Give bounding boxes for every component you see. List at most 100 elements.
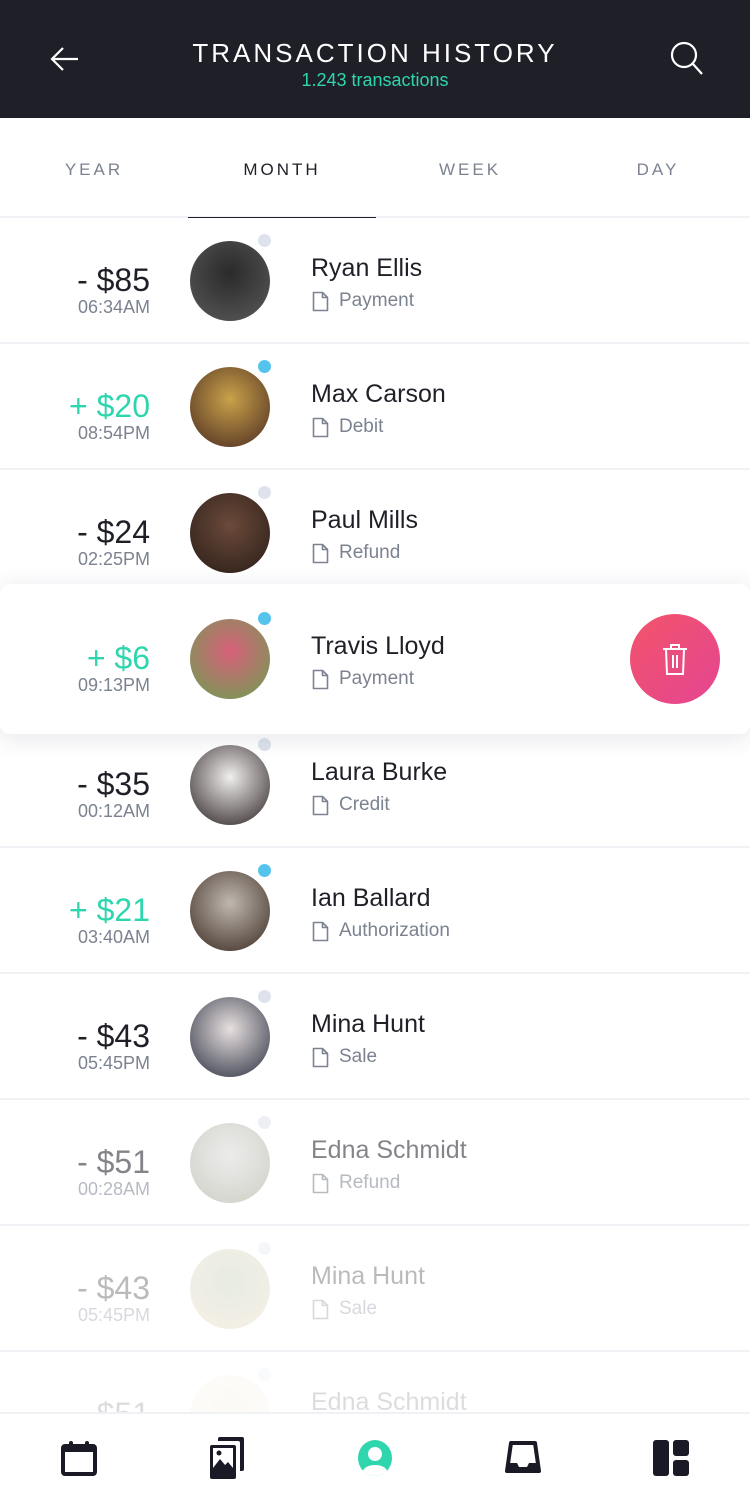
time: 08:54PM: [77, 423, 150, 443]
time: 03:40AM: [77, 927, 150, 947]
transaction-count: 1.243 transactions: [301, 70, 449, 90]
document-icon: [312, 1173, 329, 1193]
document-icon: [312, 291, 329, 311]
nav-calendar[interactable]: [4, 1414, 154, 1502]
avatar: [190, 619, 270, 699]
contact-name: Mina Hunt: [311, 1262, 425, 1290]
gallery-icon: [210, 1437, 244, 1479]
status-dot: [258, 1116, 271, 1129]
contact-name: Edna Schmidt: [311, 1136, 467, 1164]
document-icon: [312, 417, 329, 437]
tab-year[interactable]: YEAR: [64, 160, 124, 179]
time: 05:45PM: [77, 1305, 150, 1325]
document-icon: [312, 669, 329, 689]
contact-name: Ryan Ellis: [311, 254, 423, 282]
time: 05:45PM: [77, 1053, 150, 1073]
document-icon: [312, 543, 329, 563]
bottom-nav: [0, 1412, 750, 1500]
nav-profile[interactable]: [300, 1414, 450, 1502]
contact-name: Edna Schmidt: [311, 1388, 467, 1416]
page-title: TRANSACTION HISTORY: [192, 38, 558, 68]
transaction-row[interactable]: - $35 00:12AM Laura Burke Credit: [0, 722, 750, 848]
status-dot: [258, 990, 271, 1003]
tab-month[interactable]: MONTH: [188, 118, 376, 220]
amount: + $21: [69, 892, 150, 928]
time: 00:28AM: [77, 1179, 150, 1199]
status-dot: [258, 234, 271, 247]
contact-name: Laura Burke: [311, 758, 448, 786]
nav-gallery[interactable]: [152, 1414, 302, 1502]
contact-name: Max Carson: [311, 380, 446, 408]
amount: - $85: [77, 262, 150, 298]
user-icon: [358, 1440, 392, 1476]
nav-dashboard[interactable]: [596, 1414, 746, 1502]
transaction-type: Refund: [312, 542, 400, 564]
transaction-type: Debit: [312, 416, 383, 438]
type-label: Payment: [339, 290, 414, 311]
transaction-row[interactable]: + $21 03:40AM Ian Ballard Authorization: [0, 848, 750, 974]
contact-name: Mina Hunt: [311, 1010, 425, 1038]
dashboard-icon: [653, 1440, 689, 1476]
transaction-row[interactable]: - $43 05:45PM Mina Hunt Sale: [0, 1226, 750, 1352]
time: 09:13PM: [77, 675, 150, 695]
avatar: [190, 493, 270, 573]
avatar: [190, 745, 270, 825]
transaction-row[interactable]: - $24 02:25PM Paul Mills Refund: [0, 470, 750, 596]
amount: - $51: [77, 1144, 150, 1180]
transaction-type: Payment: [312, 290, 414, 312]
nav-inbox[interactable]: [448, 1414, 598, 1502]
transaction-type: Credit: [312, 794, 390, 816]
app-header: TRANSACTION HISTORY 1.243 transactions: [0, 0, 750, 118]
time: 00:12AM: [77, 801, 150, 821]
type-label: Debit: [339, 416, 384, 437]
status-dot: [258, 864, 271, 877]
tab-week[interactable]: WEEK: [438, 160, 502, 179]
status-dot: [258, 738, 271, 751]
status-dot: [258, 612, 271, 625]
transaction-row[interactable]: + $6 09:13PM Travis Lloyd Payment: [0, 584, 750, 734]
avatar: [190, 367, 270, 447]
type-label: Sale: [339, 1298, 378, 1319]
transaction-row[interactable]: - $51 00:28AM Edna Schmidt Refund: [0, 1100, 750, 1226]
contact-name: Travis Lloyd: [311, 632, 445, 660]
avatar: [190, 241, 270, 321]
transaction-row[interactable]: - $43 05:45PM Mina Hunt Sale: [0, 974, 750, 1100]
transaction-type: Authorization: [312, 920, 450, 942]
amount: - $43: [77, 1270, 150, 1306]
document-icon: [312, 795, 329, 815]
type-label: Credit: [339, 794, 390, 815]
type-label: Authorization: [339, 920, 450, 941]
tab-day[interactable]: DAY: [636, 160, 680, 179]
amount: - $35: [77, 766, 150, 802]
calendar-icon: [61, 1441, 97, 1476]
time: 02:25PM: [77, 549, 150, 569]
transaction-row[interactable]: - $85 06:34AM Ryan Ellis Payment: [0, 218, 750, 344]
document-icon: [312, 1047, 329, 1067]
avatar: [190, 1249, 270, 1329]
avatar: [190, 997, 270, 1077]
delete-button[interactable]: [630, 614, 720, 704]
transaction-type: Sale: [312, 1298, 377, 1320]
contact-name: Ian Ballard: [311, 884, 431, 912]
transaction-type: Refund: [312, 1172, 400, 1194]
trash-icon: [663, 644, 687, 675]
type-label: Refund: [339, 1172, 401, 1193]
status-dot: [258, 360, 271, 373]
time: 06:34AM: [77, 297, 150, 317]
inbox-icon: [505, 1441, 541, 1473]
status-dot: [258, 486, 271, 499]
avatar: [190, 871, 270, 951]
document-icon: [312, 921, 329, 941]
amount: - $43: [77, 1018, 150, 1054]
amount: + $20: [69, 388, 150, 424]
transaction-type: Payment: [312, 668, 414, 690]
back-arrow-icon[interactable]: [48, 42, 82, 76]
transaction-type: Sale: [312, 1046, 377, 1068]
type-label: Sale: [339, 1046, 378, 1067]
type-label: Refund: [339, 542, 401, 563]
search-icon[interactable]: [668, 40, 704, 76]
status-dot: [258, 1368, 271, 1381]
document-icon: [312, 1299, 329, 1319]
transaction-row[interactable]: + $20 08:54PM Max Carson Debit: [0, 344, 750, 470]
status-dot: [258, 1242, 271, 1255]
